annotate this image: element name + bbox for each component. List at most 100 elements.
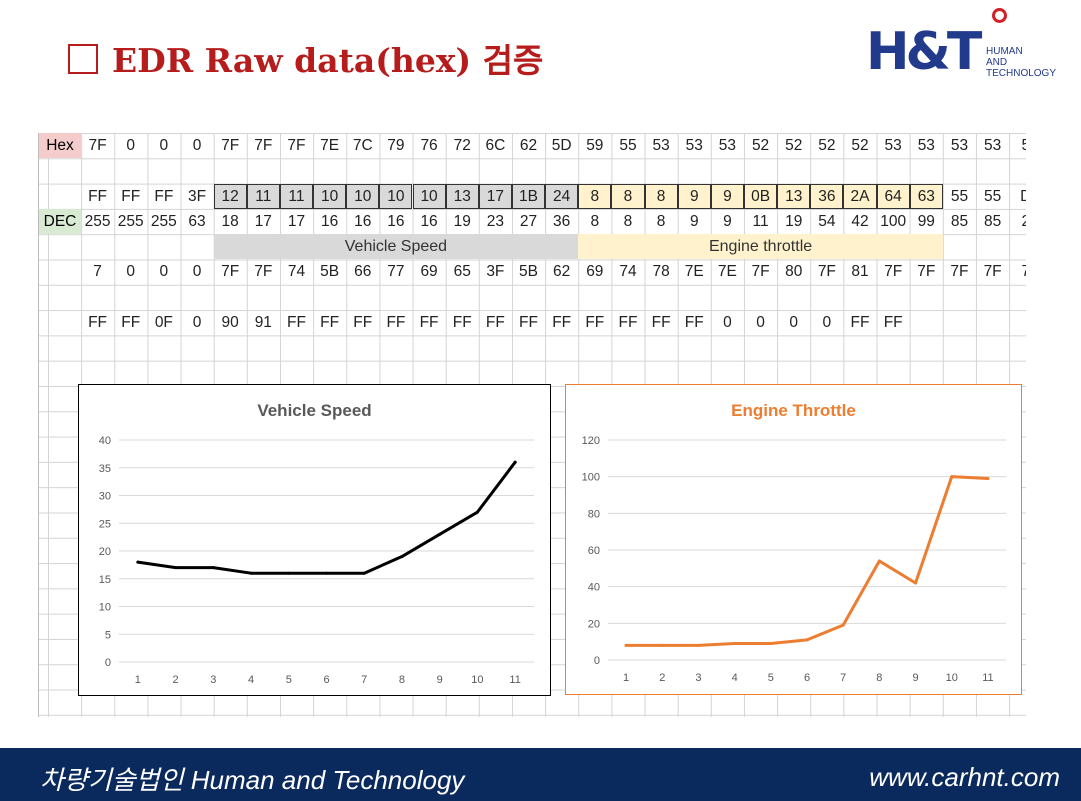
logo-line-2: AND xyxy=(986,57,1008,68)
raw-cell: 17 xyxy=(478,184,512,209)
raw-cell: 3F xyxy=(187,188,207,205)
r5-cell: FF xyxy=(419,314,439,331)
raw-cell: 9 xyxy=(677,184,711,209)
dec-cell: 11 xyxy=(752,213,769,230)
r5-cell: FF xyxy=(519,314,538,331)
dec-cell: 2 xyxy=(1021,213,1026,230)
dec-cell: 8 xyxy=(623,213,633,230)
hex-cell: 7C xyxy=(352,137,373,154)
r5-cell: 91 xyxy=(254,314,272,331)
dec-cell: 27 xyxy=(519,213,538,230)
hex-cell: 76 xyxy=(420,137,438,154)
data-point xyxy=(475,510,479,514)
logo-text: HUMAN AND TECHNOLOGY xyxy=(986,46,1056,79)
y-tick-label: 120 xyxy=(582,435,600,447)
r5-cell: FF xyxy=(386,314,406,331)
data-point xyxy=(696,643,700,647)
x-tick-label: 3 xyxy=(210,674,216,686)
raw-cell: 8 xyxy=(611,184,645,209)
x-tick-label: 4 xyxy=(248,674,254,686)
vehicle-speed-series-line xyxy=(136,460,517,575)
dec-row-label: DEC xyxy=(39,209,81,234)
r4-cell: 66 xyxy=(354,263,372,280)
y-tick-label: 15 xyxy=(99,574,111,586)
data-point xyxy=(287,571,291,575)
x-tick-label: 5 xyxy=(768,672,774,684)
r5-cell: FF xyxy=(353,314,373,331)
vehicle-speed-svg: Vehicle Speed 0 5 10 15 20 25 30 35 40 1 2 3 4 5 6 7 8 9 10… xyxy=(99,401,534,686)
x-tick-label: 3 xyxy=(695,672,701,684)
r5-cell: FF xyxy=(552,314,572,331)
hex-cell: 72 xyxy=(453,137,471,154)
vehicle-speed-band: Vehicle Speed xyxy=(213,234,579,259)
r4-cell: 74 xyxy=(619,263,637,280)
hex-cell: 5D xyxy=(551,137,572,154)
raw-cell: 55 xyxy=(950,188,969,205)
y-tick-label: 30 xyxy=(99,491,111,503)
hex-cell: 7F xyxy=(221,137,240,154)
data-point xyxy=(513,460,517,464)
dec-cell: 99 xyxy=(917,213,935,230)
raw-cell: 24 xyxy=(545,184,579,209)
slide-title-text: EDR Raw data(hex) 검증 xyxy=(112,41,544,80)
raw-cell: 10 xyxy=(313,184,347,209)
raw-cell: 13 xyxy=(445,184,479,209)
dec-cell: 9 xyxy=(723,213,732,230)
dec-cell: 8 xyxy=(590,213,600,230)
dec-cell: 255 xyxy=(150,213,177,230)
raw-cell: 10 xyxy=(346,184,380,209)
hex-cell: 62 xyxy=(519,137,538,154)
data-point xyxy=(249,571,253,575)
r4-cell: 7F xyxy=(917,263,936,280)
dec-cell: 100 xyxy=(880,213,907,230)
r5-cell: FF xyxy=(485,314,505,331)
r4-cell: 3F xyxy=(486,263,505,280)
data-point xyxy=(950,475,954,479)
data-point xyxy=(733,642,737,645)
dec-cell: 19 xyxy=(785,213,803,230)
hex-cell: 52 xyxy=(851,137,869,154)
r5-cell: 0F xyxy=(154,314,173,331)
r5-cell: 0 xyxy=(822,314,832,331)
hex-cell: 59 xyxy=(586,137,604,154)
engine-throttle-chart: Engine Throttle 0 20 40 60 80 100 120 1 2 3 4 5 6 7 8 9 1… xyxy=(565,384,1022,695)
slide-title: EDR Raw data(hex) 검증 xyxy=(68,34,543,82)
r5-cell: FF xyxy=(883,314,903,331)
hex-cell: 53 xyxy=(718,137,737,154)
hex-cell: 7F xyxy=(287,137,306,154)
data-point xyxy=(362,571,366,575)
engine-throttle-svg: Engine Throttle 0 20 40 60 80 100 120 1 2 3 4 5 6 7 8 9 1… xyxy=(582,401,1006,684)
r4-cell: 7F xyxy=(884,263,903,280)
raw-cell: 9 xyxy=(710,184,744,209)
engine-throttle-series-line xyxy=(624,475,990,647)
r5-cell: FF xyxy=(585,314,605,331)
raw-cell: 55 xyxy=(983,188,1002,205)
x-tick-label: 5 xyxy=(286,674,292,686)
r5-cell: FF xyxy=(651,314,671,331)
hex-cell: 53 xyxy=(983,137,1002,154)
r4-cell: 7F xyxy=(254,263,273,280)
x-tick-label: 2 xyxy=(173,674,179,686)
raw-cell: D xyxy=(1020,188,1026,205)
x-tick-label: 10 xyxy=(946,672,958,684)
r4-cell: 0 xyxy=(159,263,169,280)
hex-cell: 79 xyxy=(387,137,405,154)
r5-cell: 0 xyxy=(723,314,732,331)
data-point xyxy=(805,638,809,642)
r4-cell: 0 xyxy=(126,263,136,280)
data-point xyxy=(400,555,404,559)
raw-cell: 63 xyxy=(909,184,943,209)
dec-cell: 255 xyxy=(84,213,111,230)
engine-throttle-title: Engine Throttle xyxy=(731,401,856,420)
r5-cell: FF xyxy=(850,314,870,331)
raw-cell: FF xyxy=(88,188,108,205)
footer-company-name: 차량기술법인 Human and Technology xyxy=(40,765,465,795)
r5-cell: 0 xyxy=(789,314,799,331)
raw-cell: FF xyxy=(154,188,174,205)
r4-cell: 74 xyxy=(287,263,306,280)
dec-cell: 9 xyxy=(689,213,699,230)
footer-website-link[interactable]: www.carhnt.com xyxy=(869,762,1060,792)
raw-cell: 0B xyxy=(744,184,778,209)
logo-line-1: HUMAN xyxy=(986,46,1023,57)
checkbox-square-icon xyxy=(68,44,98,74)
